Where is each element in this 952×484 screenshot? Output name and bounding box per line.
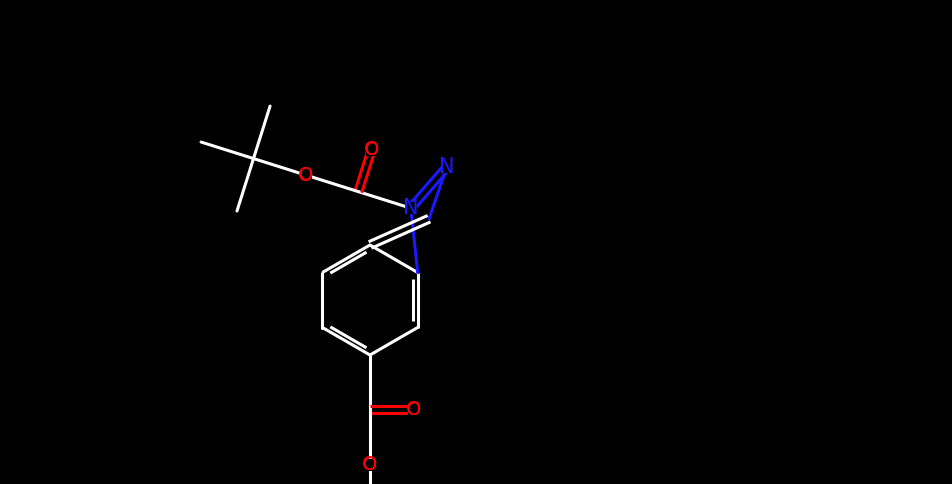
Text: O: O <box>298 166 313 184</box>
Bar <box>405 202 416 214</box>
Text: O: O <box>365 141 378 159</box>
Text: N: N <box>403 198 418 218</box>
Text: O: O <box>362 455 377 474</box>
Bar <box>366 144 377 156</box>
Bar <box>300 169 311 181</box>
Text: O: O <box>364 140 379 159</box>
Text: O: O <box>406 400 421 420</box>
Bar <box>407 404 420 416</box>
Bar <box>364 459 376 471</box>
Text: N: N <box>439 157 454 177</box>
Text: O: O <box>407 401 421 419</box>
Text: O: O <box>363 456 377 474</box>
Text: O: O <box>299 166 312 184</box>
Bar <box>441 161 452 173</box>
